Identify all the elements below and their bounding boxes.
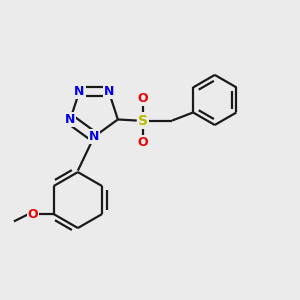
Text: O: O: [137, 92, 148, 105]
Text: N: N: [74, 85, 85, 98]
Text: O: O: [137, 136, 148, 149]
Text: N: N: [89, 130, 99, 143]
Text: S: S: [138, 114, 148, 128]
Text: N: N: [65, 113, 75, 126]
Text: N: N: [103, 85, 114, 98]
Text: O: O: [28, 208, 38, 220]
